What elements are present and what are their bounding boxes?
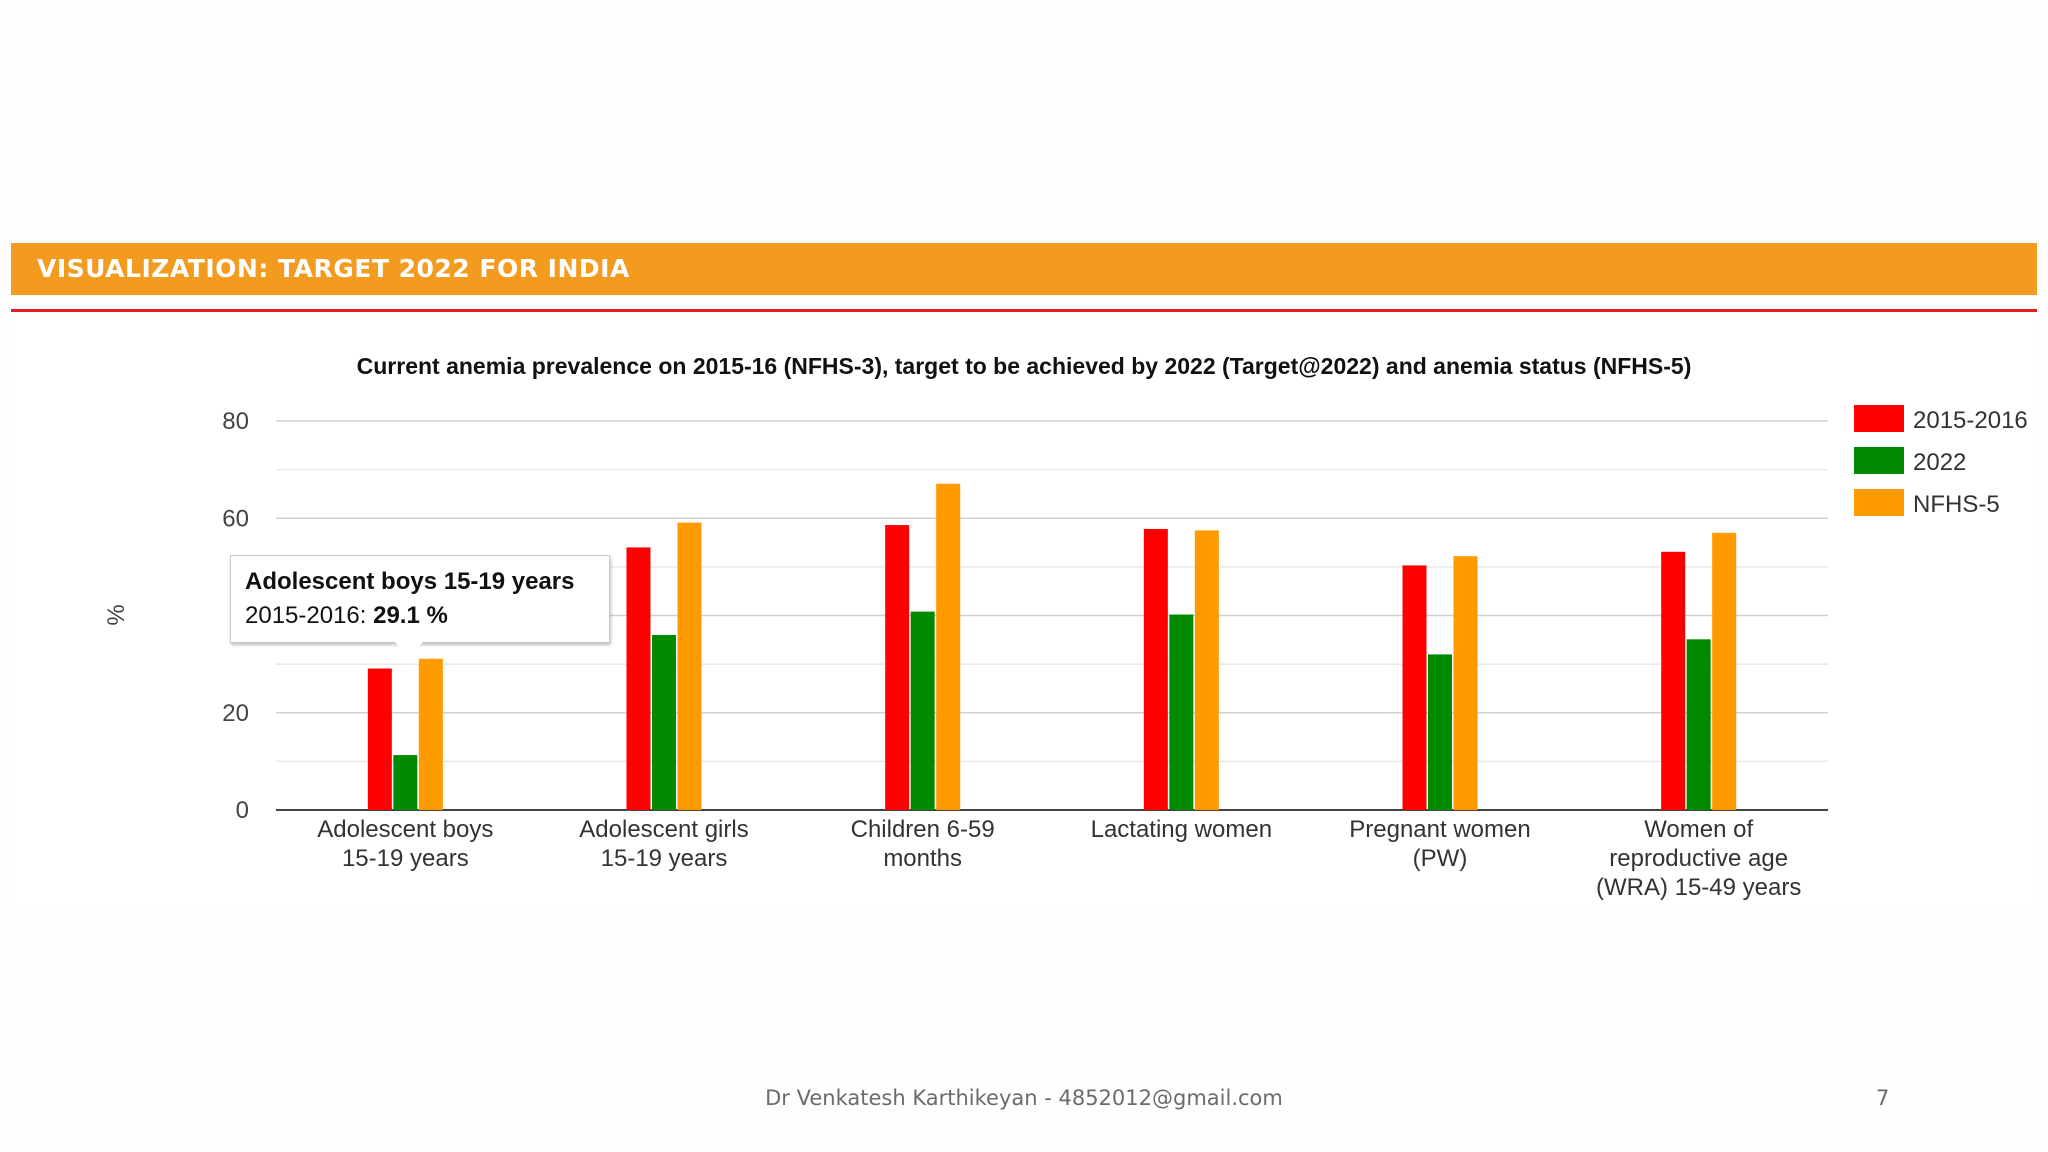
x-tick-label: Lactating women: [1091, 816, 1272, 843]
y-tick-label: 60: [222, 505, 249, 532]
legend-swatch: [1854, 405, 1904, 432]
legend-label: 2015-2016: [1913, 407, 2028, 434]
y-tick-label: 20: [222, 700, 249, 727]
bar-nfhs-5: [418, 658, 443, 810]
x-tick-label: (WRA) 15-49 years: [1596, 874, 1801, 901]
x-tick-label: Adolescent girls: [579, 816, 748, 843]
bar-2022: [910, 611, 935, 810]
bar-2022: [1428, 654, 1452, 810]
x-tick-label: Children 6-59: [851, 816, 995, 843]
y-tick-label: 0: [236, 797, 249, 824]
bar-2015-2016: [626, 547, 651, 810]
bar-2015-2016: [1661, 551, 1686, 810]
bar-2022: [393, 755, 418, 810]
legend-label: 2022: [1913, 449, 1966, 476]
x-tick-label: Pregnant women: [1349, 816, 1530, 843]
page-number: 7: [1876, 1086, 1890, 1110]
tooltip-series-label: 2015-2016:: [245, 602, 374, 629]
x-tick-label: reproductive age: [1609, 845, 1788, 872]
x-tick-label: (PW): [1413, 845, 1468, 872]
bar-nfhs-5: [1194, 530, 1219, 810]
tooltip-title: Adolescent boys 15-19 years: [245, 568, 575, 595]
banner-divider: [11, 309, 2037, 312]
x-tick-label: 15-19 years: [601, 845, 728, 872]
slide-footer: Dr Venkatesh Karthikeyan - 4852012@gmail…: [765, 1086, 1283, 1110]
x-tick-label: Adolescent boys: [317, 816, 493, 843]
tooltip-pointer: [395, 642, 423, 658]
legend: 2015-2016 2022 NFHS-5: [1854, 405, 2028, 518]
legend-swatch: [1854, 447, 1904, 474]
y-tick-label: 80: [222, 408, 249, 435]
slide-banner: VISUALIZATION: TARGET 2022 FOR INDIA: [11, 243, 2037, 295]
x-tick-label: months: [883, 845, 962, 872]
bar-nfhs-5: [677, 522, 702, 810]
y-tick-labels: 0 20 60 80: [222, 408, 249, 824]
chart-tooltip: Adolescent boys 15-19 years 2015-2016: 2…: [230, 555, 610, 643]
y-axis-label: %: [103, 604, 130, 625]
bar-2015-2016: [367, 668, 392, 810]
bar-2022: [652, 634, 676, 810]
bar-2015-2016: [1143, 528, 1168, 810]
legend-label: NFHS-5: [1913, 491, 2000, 518]
bar-2015-2016: [885, 525, 910, 810]
anemia-bar-chart: Current anemia prevalence on 2015-16 (NF…: [103, 353, 2028, 901]
bar-2015-2016: [1402, 565, 1427, 810]
bar-2022: [1169, 614, 1194, 810]
bar-nfhs-5: [936, 483, 961, 810]
bar-2022: [1686, 639, 1711, 810]
chart-title: Current anemia prevalence on 2015-16 (NF…: [357, 353, 1692, 379]
bars: [367, 483, 1737, 810]
tooltip-value: 29.1 %: [373, 602, 448, 629]
legend-swatch: [1854, 489, 1904, 516]
x-tick-label: 15-19 years: [342, 845, 469, 872]
x-tick-label: Women of: [1644, 816, 1753, 843]
bar-nfhs-5: [1712, 532, 1737, 810]
bar-nfhs-5: [1453, 556, 1478, 810]
